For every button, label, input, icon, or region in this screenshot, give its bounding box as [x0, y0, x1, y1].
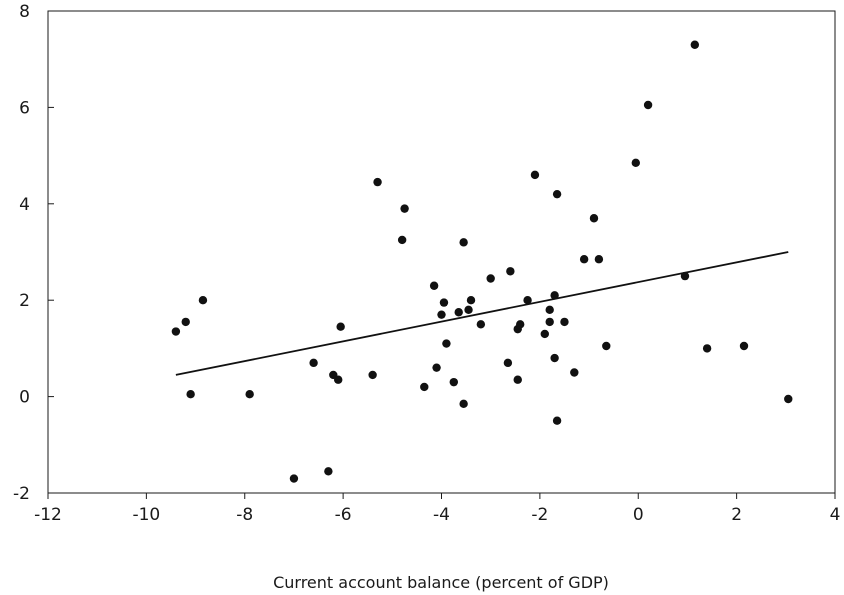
y-tick-label: 2 — [19, 291, 30, 311]
data-point — [466, 296, 476, 305]
x-axis-title: Current account balance (percent of GDP) — [273, 573, 609, 592]
y-axis-ticks — [48, 10, 54, 494]
data-point — [186, 389, 195, 399]
data-point — [702, 344, 712, 353]
y-tick-label: 6 — [19, 98, 30, 118]
data-point — [550, 353, 559, 363]
data-point — [373, 177, 382, 187]
data-point — [631, 158, 640, 168]
data-point — [560, 317, 569, 327]
data-point — [245, 389, 254, 399]
data-point — [459, 238, 468, 247]
data-point — [680, 271, 690, 281]
data-point — [198, 296, 208, 305]
data-point — [454, 308, 463, 317]
data-point — [552, 189, 562, 199]
data-points — [171, 40, 793, 483]
y-tick-label: 4 — [19, 195, 30, 215]
data-point — [530, 170, 540, 180]
data-point — [552, 416, 562, 425]
data-point — [397, 235, 407, 245]
data-point — [513, 375, 522, 384]
trend-line — [175, 251, 789, 376]
y-axis-tick-labels: -2 0 2 4 6 8 — [13, 2, 30, 504]
data-point — [336, 322, 345, 331]
x-tick-label: -10 — [132, 505, 160, 525]
x-tick-label: 4 — [830, 505, 841, 525]
x-axis-ticks — [47, 493, 836, 499]
data-point — [540, 329, 549, 339]
data-point — [545, 317, 554, 327]
data-point — [602, 341, 611, 351]
data-point — [432, 363, 441, 372]
data-point — [570, 368, 579, 377]
data-point — [476, 320, 486, 329]
data-point — [486, 274, 495, 283]
y-tick-label: -2 — [13, 484, 30, 504]
x-tick-label: 0 — [633, 505, 644, 525]
data-point — [516, 320, 525, 329]
y-tick-label: 0 — [19, 388, 30, 408]
data-point — [589, 214, 599, 223]
x-tick-label: -4 — [433, 505, 450, 525]
data-point — [309, 358, 318, 368]
data-point — [643, 100, 653, 110]
data-point — [439, 298, 449, 307]
data-point — [545, 305, 554, 315]
x-tick-label: -8 — [236, 505, 253, 525]
data-point — [368, 370, 377, 380]
x-tick-label: -2 — [531, 505, 548, 525]
data-point — [420, 382, 429, 392]
plot-area-frame — [47, 10, 836, 494]
x-tick-label: -12 — [34, 505, 62, 525]
data-point — [523, 296, 532, 305]
data-point — [289, 474, 299, 483]
data-point — [429, 281, 439, 290]
x-tick-label: 2 — [731, 505, 742, 525]
data-point — [690, 40, 700, 49]
data-point — [459, 399, 468, 409]
data-point — [594, 255, 604, 264]
data-point — [171, 327, 181, 336]
data-point — [506, 267, 515, 276]
data-point — [739, 341, 749, 351]
data-point — [550, 291, 559, 300]
x-axis-tick-labels: -12 -10 -8 -6 -4 -2 0 2 4 — [34, 505, 840, 525]
data-point — [579, 255, 589, 264]
x-tick-label: -6 — [335, 505, 352, 525]
data-point — [442, 339, 451, 348]
data-point — [503, 358, 513, 368]
data-point — [437, 310, 446, 319]
data-point — [784, 394, 793, 404]
data-point — [400, 204, 409, 213]
data-point — [464, 305, 473, 315]
data-point — [181, 317, 190, 327]
y-tick-label: 8 — [19, 2, 30, 22]
data-point — [449, 377, 458, 387]
data-point — [324, 467, 333, 476]
data-point — [334, 375, 343, 384]
